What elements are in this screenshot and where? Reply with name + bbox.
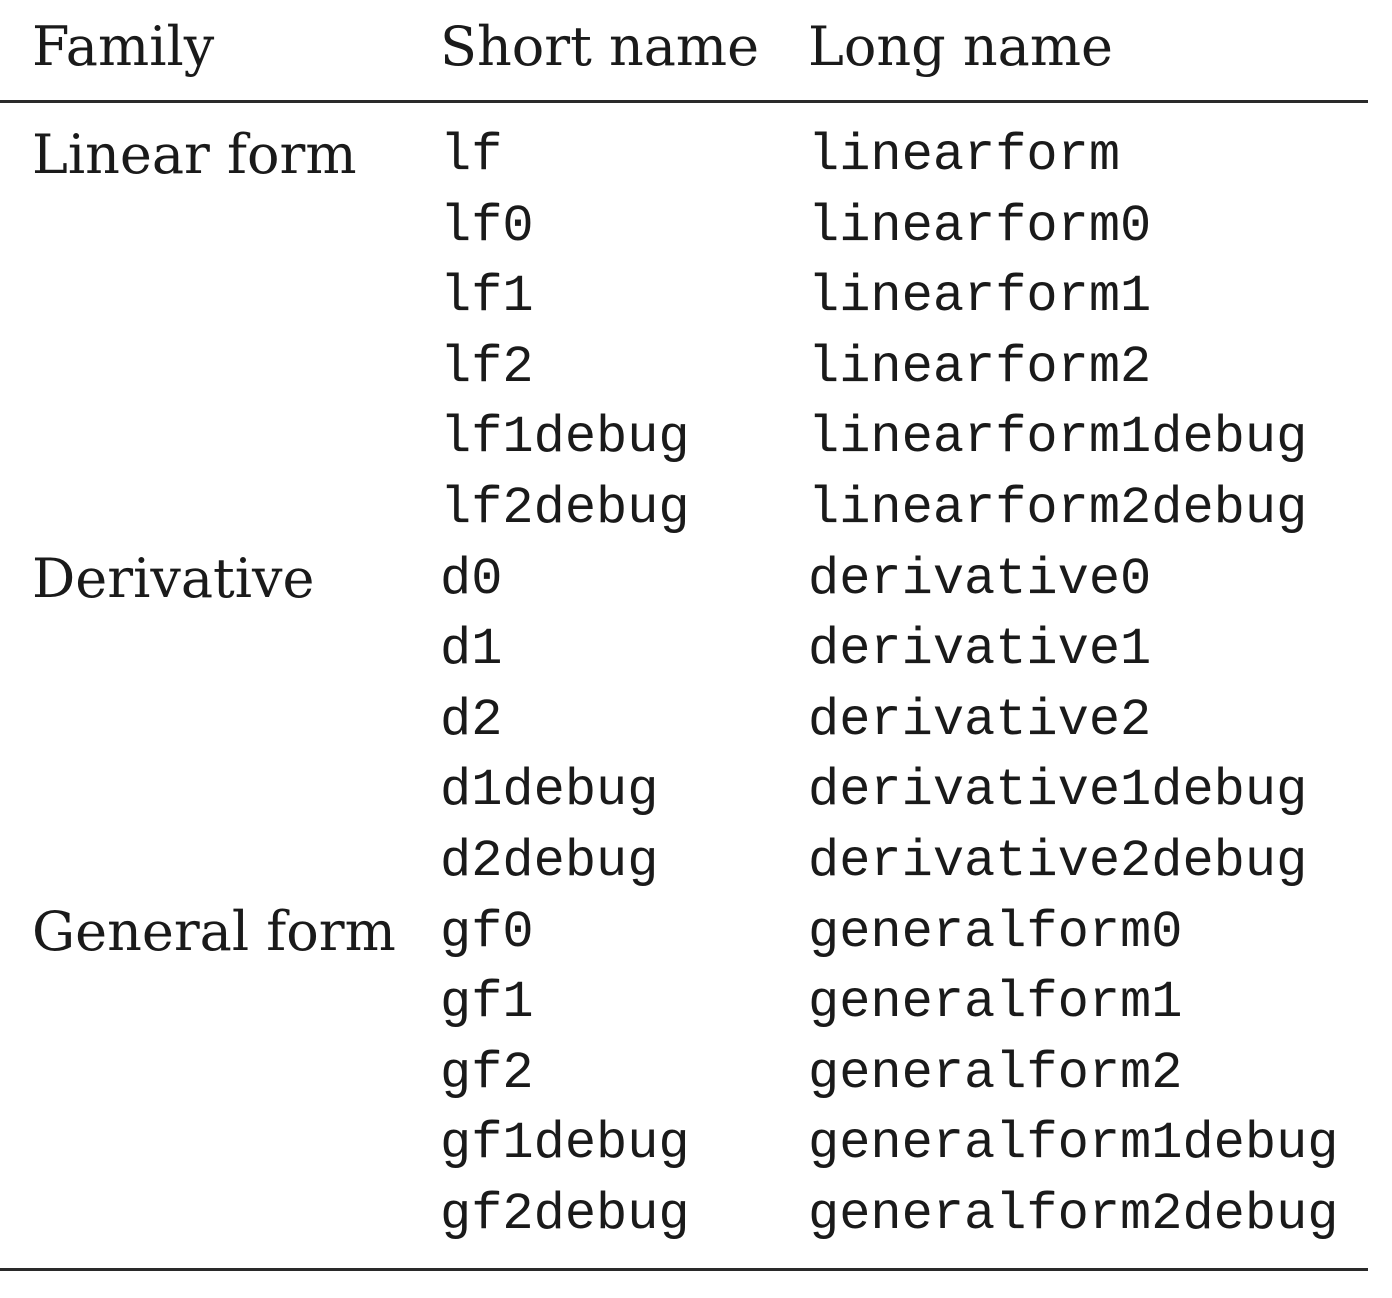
long-name-cell: derivative1 bbox=[808, 620, 1152, 679]
header-short-name: Short name bbox=[440, 15, 760, 78]
long-name-cell: derivative1debug bbox=[808, 761, 1308, 820]
long-name-cell: linearform bbox=[808, 126, 1121, 185]
short-name-cell: lf1debug bbox=[440, 408, 690, 467]
short-name-cell: lf1 bbox=[440, 267, 534, 326]
header-family: Family bbox=[32, 15, 215, 78]
short-name-cell: d2debug bbox=[440, 832, 659, 891]
long-name-cell: derivative2 bbox=[808, 691, 1152, 750]
bottom-rule bbox=[0, 1268, 1368, 1271]
family-label: Derivative bbox=[32, 547, 315, 610]
long-name-cell: linearform1debug bbox=[808, 408, 1308, 467]
long-name-cell: generalform0 bbox=[808, 903, 1183, 962]
short-name-cell: d0 bbox=[440, 550, 503, 609]
long-name-cell: generalform1 bbox=[808, 973, 1183, 1032]
long-name-cell: generalform1debug bbox=[808, 1114, 1339, 1173]
header-long-name: Long name bbox=[808, 15, 1114, 78]
short-name-cell: gf1 bbox=[440, 973, 534, 1032]
short-name-cell: gf0 bbox=[440, 903, 534, 962]
short-name-cell: gf2debug bbox=[440, 1185, 690, 1244]
long-name-cell: linearform2debug bbox=[808, 479, 1308, 538]
header-rule bbox=[0, 100, 1368, 103]
short-name-cell: d2 bbox=[440, 691, 503, 750]
long-name-cell: linearform0 bbox=[808, 197, 1152, 256]
short-name-cell: lf bbox=[440, 126, 503, 185]
short-name-cell: lf2 bbox=[440, 338, 534, 397]
long-name-cell: generalform2 bbox=[808, 1044, 1183, 1103]
short-name-cell: lf2debug bbox=[440, 479, 690, 538]
family-label: Linear form bbox=[32, 123, 357, 186]
long-name-cell: generalform2debug bbox=[808, 1185, 1339, 1244]
short-name-cell: gf1debug bbox=[440, 1114, 690, 1173]
long-name-cell: linearform2 bbox=[808, 338, 1152, 397]
short-name-cell: d1 bbox=[440, 620, 503, 679]
long-name-cell: derivative0 bbox=[808, 550, 1152, 609]
short-name-cell: d1debug bbox=[440, 761, 659, 820]
long-name-cell: linearform1 bbox=[808, 267, 1152, 326]
long-name-cell: derivative2debug bbox=[808, 832, 1308, 891]
short-name-cell: lf0 bbox=[440, 197, 534, 256]
family-label: General form bbox=[32, 900, 396, 963]
short-name-cell: gf2 bbox=[440, 1044, 534, 1103]
